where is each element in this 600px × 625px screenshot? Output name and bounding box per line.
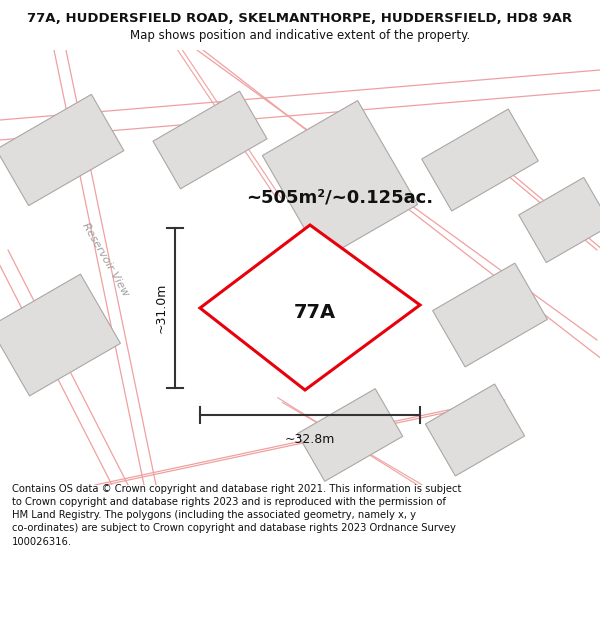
Polygon shape [297, 389, 403, 481]
Text: ~505m²/~0.125ac.: ~505m²/~0.125ac. [247, 189, 434, 207]
Polygon shape [422, 109, 538, 211]
Polygon shape [0, 94, 124, 206]
Text: 77A, HUDDERSFIELD ROAD, SKELMANTHORPE, HUDDERSFIELD, HD8 9AR: 77A, HUDDERSFIELD ROAD, SKELMANTHORPE, H… [28, 12, 572, 26]
Text: Reservoir View: Reservoir View [80, 221, 130, 299]
Text: Contains OS data © Crown copyright and database right 2021. This information is : Contains OS data © Crown copyright and d… [12, 484, 461, 546]
Text: Map shows position and indicative extent of the property.: Map shows position and indicative extent… [130, 29, 470, 42]
Polygon shape [153, 91, 267, 189]
Polygon shape [519, 177, 600, 262]
Polygon shape [200, 225, 420, 390]
Polygon shape [425, 384, 524, 476]
Polygon shape [270, 248, 380, 362]
Polygon shape [0, 274, 121, 396]
Text: ~32.8m: ~32.8m [285, 433, 335, 446]
Polygon shape [262, 101, 418, 259]
Text: 77A: 77A [294, 302, 336, 321]
Text: ~31.0m: ~31.0m [155, 282, 167, 333]
Polygon shape [433, 263, 547, 367]
